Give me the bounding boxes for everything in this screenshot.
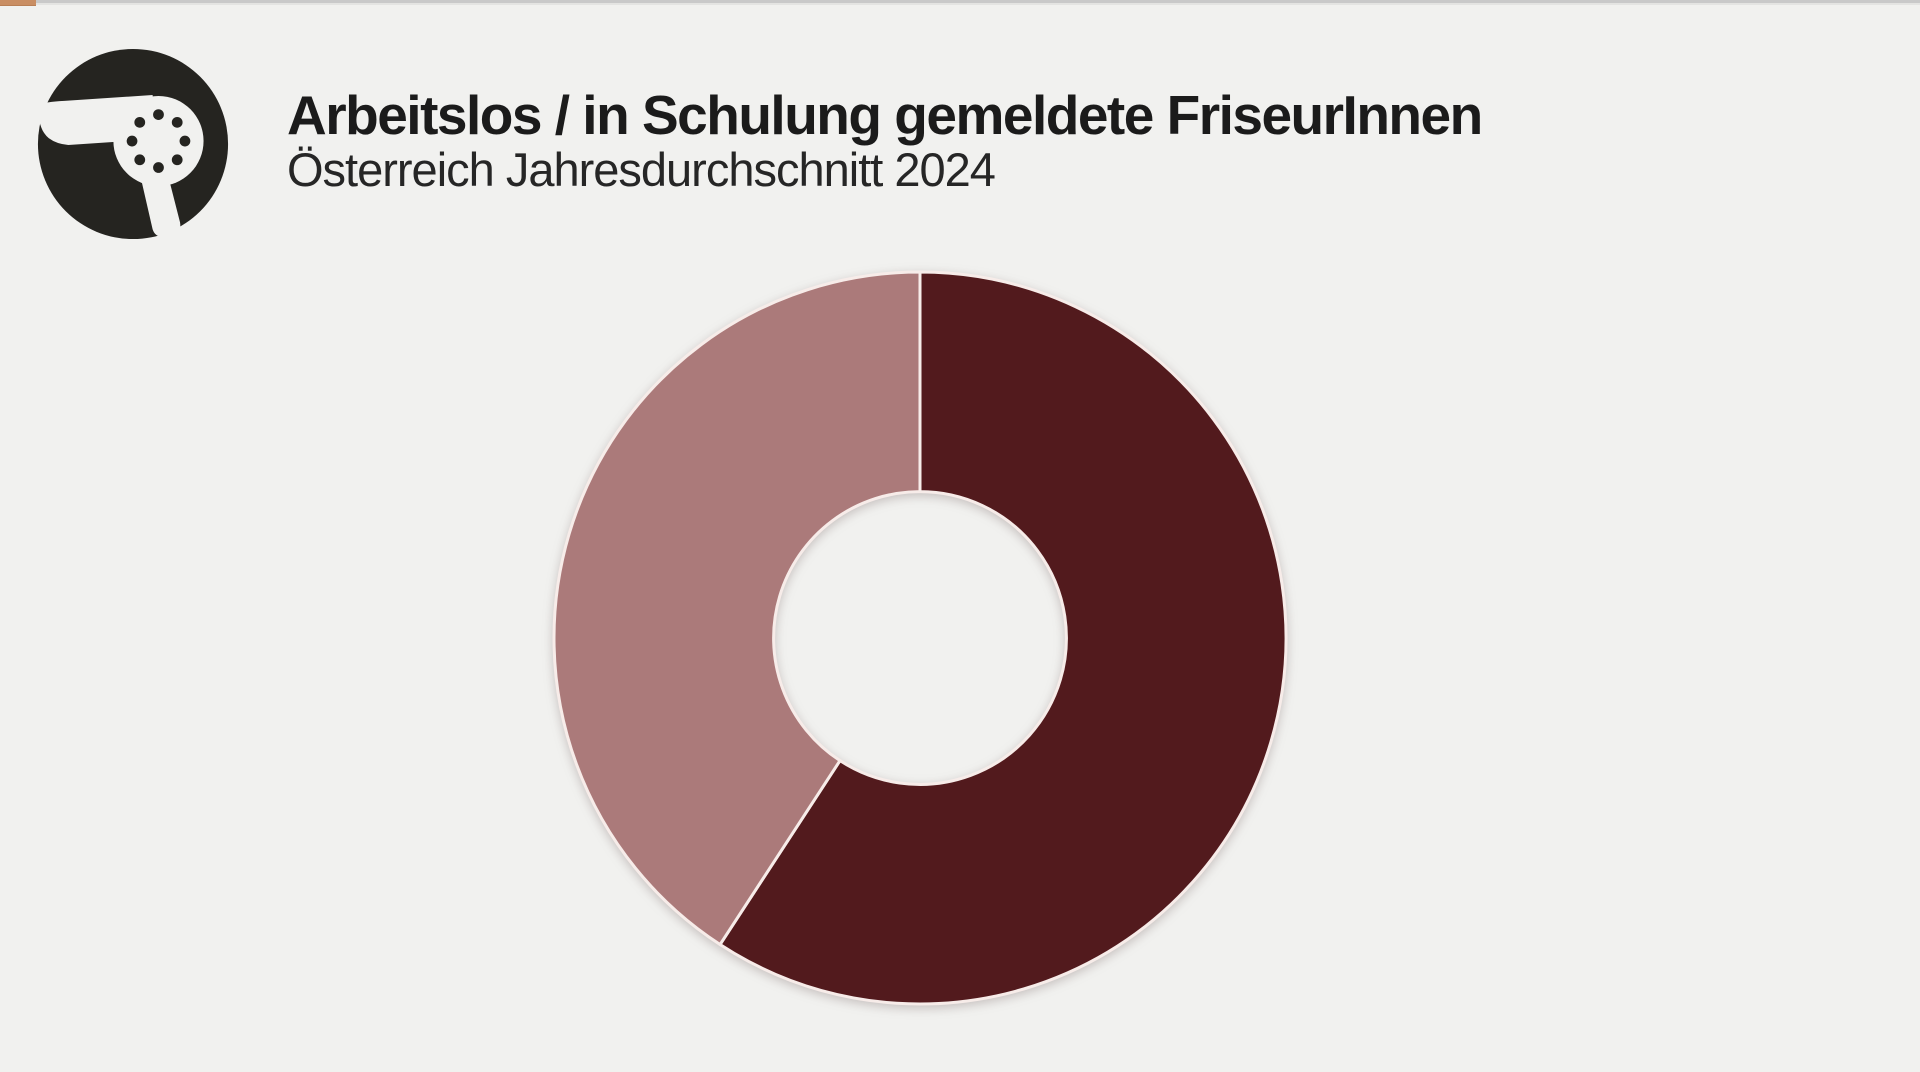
title-block: Arbeitslos / in Schulung gemeldete Frise… [287,46,1483,197]
donut-segment [718,270,1288,1006]
logo [35,46,231,242]
donut-segment [552,270,922,947]
donut-chart-svg [552,270,1288,1006]
diffuser-dots [126,109,191,173]
page-subtitle: Österreich Jahresdurchschnitt 2024 [287,143,996,197]
top-accent-bar [0,0,36,6]
top-border-line [0,0,1920,5]
page-title: Arbeitslos / in Schulung gemeldete Frise… [287,84,1483,146]
header: Arbeitslos / in Schulung gemeldete Frise… [35,46,1483,242]
hair-dryer-icon [37,48,229,240]
donut-chart [540,258,1300,1018]
